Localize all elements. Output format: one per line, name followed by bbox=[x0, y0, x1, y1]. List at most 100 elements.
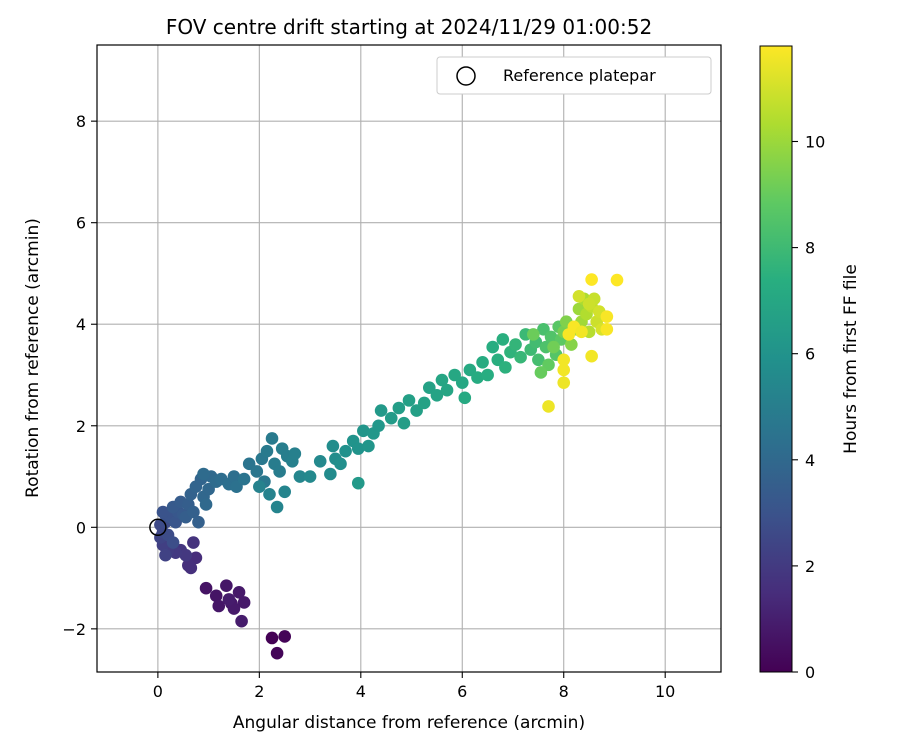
scatter-point bbox=[156, 505, 170, 519]
scatter-point bbox=[532, 353, 545, 367]
plot-frame bbox=[96, 44, 722, 673]
x-tick-label: 6 bbox=[457, 682, 467, 701]
y-axis-label: Rotation from reference (arcmin) bbox=[23, 218, 43, 498]
x-tick-label: 8 bbox=[559, 682, 569, 701]
scatter-point bbox=[526, 328, 540, 341]
scatter-point bbox=[572, 290, 586, 303]
scatter-point bbox=[491, 353, 505, 367]
scatter-point bbox=[197, 467, 210, 481]
scatter-point bbox=[384, 411, 398, 425]
scatter-point bbox=[600, 323, 614, 336]
y-tick-label: 6 bbox=[76, 214, 86, 233]
scatter-point bbox=[242, 457, 256, 471]
legend: Reference platepar bbox=[436, 56, 712, 95]
scatter-point bbox=[237, 472, 251, 486]
scatter-point bbox=[372, 419, 385, 433]
scatter-point bbox=[476, 356, 489, 369]
scatter-point bbox=[402, 394, 416, 407]
scatter-point bbox=[351, 442, 365, 455]
colorbar: 0 2 4 6 8 10 Hours from first FF file bbox=[759, 45, 861, 682]
scatter-point bbox=[202, 482, 215, 496]
scatter-point bbox=[600, 310, 614, 323]
legend-box bbox=[436, 56, 712, 95]
scatter-point bbox=[557, 376, 571, 389]
scatter-point bbox=[263, 488, 276, 501]
scatter-point bbox=[303, 470, 317, 483]
scatter-point bbox=[455, 376, 469, 389]
scatter-point bbox=[199, 498, 213, 511]
scatter-point bbox=[410, 404, 423, 417]
y-axis-ticks: −2 0 2 4 6 8 bbox=[62, 112, 97, 639]
scatter-point bbox=[235, 614, 248, 628]
scatter-point bbox=[189, 551, 203, 565]
scatter-point bbox=[440, 383, 454, 397]
scatter-point bbox=[471, 371, 484, 384]
x-axis-label: Angular distance from reference (arcmin) bbox=[233, 713, 585, 733]
scatter-point bbox=[250, 465, 264, 478]
scatter-point bbox=[557, 363, 571, 377]
scatter-point bbox=[496, 333, 510, 346]
scatter-point bbox=[339, 444, 352, 458]
scatter-point bbox=[351, 476, 365, 490]
colorbar-ticks: 0 2 4 6 8 10 bbox=[792, 132, 825, 682]
scatter-point bbox=[610, 273, 624, 287]
scatter-point bbox=[585, 349, 598, 363]
y-tick-label: 2 bbox=[76, 417, 86, 436]
scatter-point bbox=[422, 381, 436, 394]
scatter-point bbox=[232, 585, 246, 599]
x-tick-label: 2 bbox=[254, 682, 264, 701]
scatter-point bbox=[575, 325, 588, 339]
scatter-point bbox=[435, 373, 449, 387]
legend-marker-open-circle bbox=[456, 66, 476, 86]
scatter-point bbox=[230, 480, 243, 493]
scatter-point bbox=[270, 500, 284, 514]
scatter-point bbox=[179, 548, 193, 562]
colorbar-tick-label: 8 bbox=[805, 239, 815, 258]
scatter-point bbox=[334, 457, 347, 471]
legend-entry-label: Reference platepar bbox=[503, 66, 656, 85]
scatter-point bbox=[222, 593, 236, 606]
scatter-point bbox=[199, 581, 213, 595]
scatter-point bbox=[192, 515, 205, 529]
x-tick-label: 0 bbox=[153, 682, 163, 701]
scatter-point bbox=[273, 465, 286, 478]
scatter-point bbox=[357, 424, 370, 438]
scatter-points bbox=[154, 273, 624, 660]
plot-area bbox=[97, 45, 721, 672]
chart-title: FOV centre drift starting at 2024/11/29 … bbox=[166, 15, 652, 39]
scatter-point bbox=[463, 363, 477, 377]
colorbar-tick-label: 0 bbox=[805, 663, 815, 682]
scatter-point bbox=[417, 396, 431, 410]
colorbar-tick-label: 6 bbox=[805, 345, 815, 364]
scatter-point bbox=[397, 416, 411, 430]
scatter-point bbox=[448, 368, 461, 382]
scatter-point bbox=[509, 338, 522, 351]
scatter-point bbox=[582, 297, 596, 311]
scatter-point bbox=[324, 467, 337, 481]
x-tick-label: 4 bbox=[356, 682, 366, 701]
scatter-point bbox=[293, 470, 307, 483]
colorbar-tick-label: 4 bbox=[805, 451, 815, 470]
scatter-point bbox=[265, 432, 279, 445]
scatter-point bbox=[374, 404, 388, 417]
colorbar-gradient bbox=[759, 45, 793, 673]
scatter-point bbox=[227, 470, 241, 483]
scatter-point bbox=[260, 444, 274, 458]
colorbar-tick-label: 10 bbox=[805, 132, 825, 151]
scatter-point bbox=[392, 401, 406, 415]
scatter-point bbox=[430, 389, 444, 402]
scatter-point bbox=[270, 646, 284, 660]
y-tick-label: −2 bbox=[62, 620, 86, 639]
scatter-point bbox=[278, 630, 292, 643]
scatter-point bbox=[288, 447, 302, 460]
scatter-point bbox=[542, 358, 555, 372]
reference-platepar-marker bbox=[149, 518, 167, 537]
scatter-point bbox=[557, 353, 571, 367]
scatter-point bbox=[237, 596, 251, 609]
scatter-point bbox=[514, 350, 527, 364]
scatter-point bbox=[542, 400, 555, 413]
scatter-point bbox=[585, 273, 598, 286]
scatter-point bbox=[187, 536, 200, 549]
scatter-point bbox=[534, 366, 548, 379]
